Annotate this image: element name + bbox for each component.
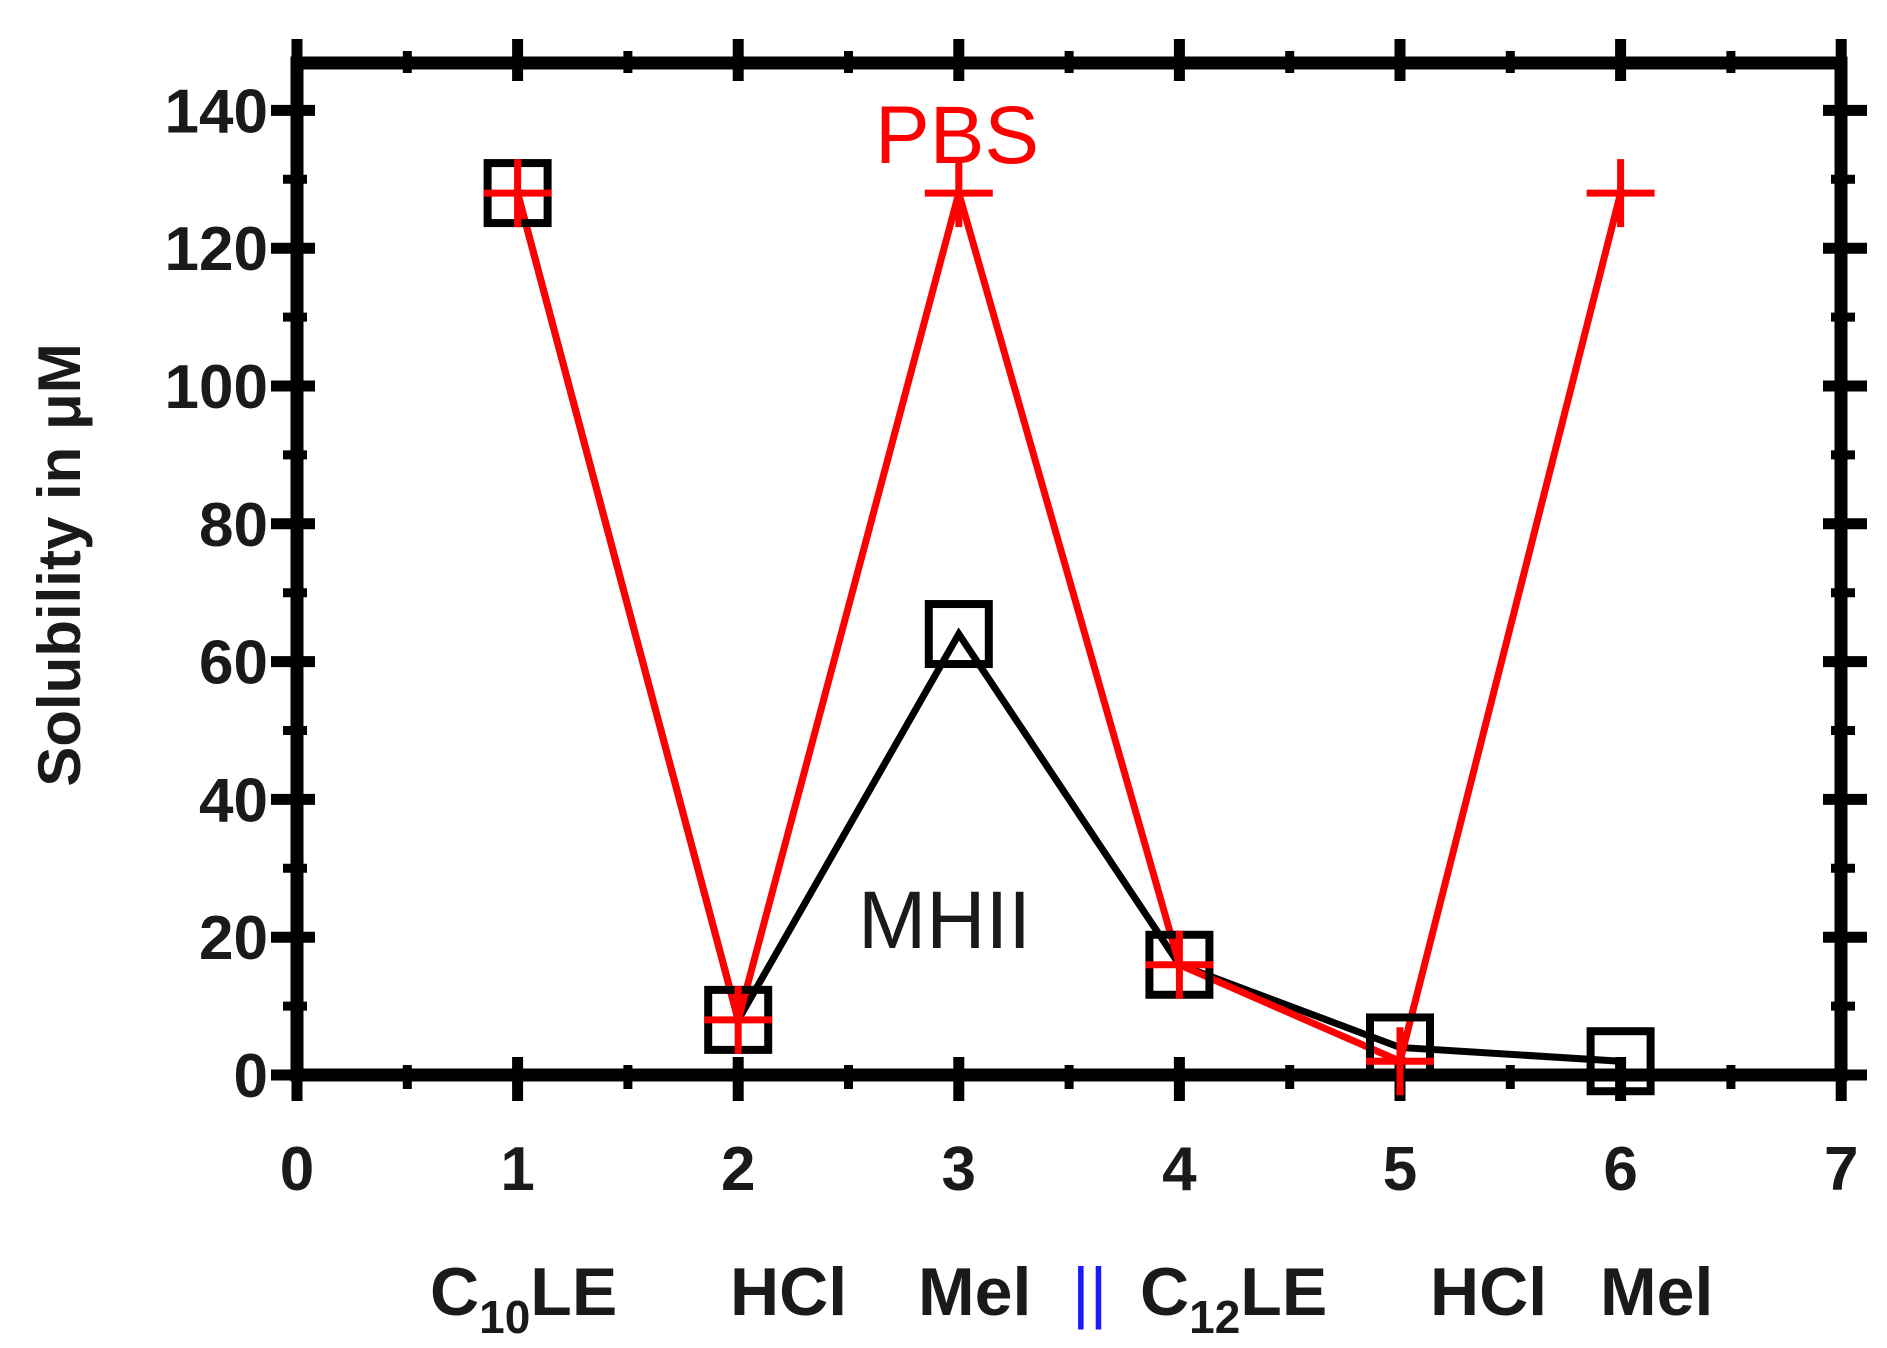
series-label-pbs: PBS [875,90,1039,181]
cat-c10le-main: C [430,1254,479,1330]
y-tick-label: 0 [234,1042,268,1111]
cat-c12le-main: C [1140,1254,1189,1330]
series-line-pbs [514,179,1624,1067]
series-lines [514,179,1624,1067]
series-line-mhii [514,192,1621,1065]
point-mhii [924,600,993,669]
x-tick-label: 2 [721,1135,755,1204]
point-pbs [1145,930,1214,999]
point-pbs [924,159,993,228]
cat-c12le-rest: LE [1240,1254,1327,1330]
y-tick-label: 100 [165,353,268,422]
point-pbs [483,159,552,228]
cat-c12le-sub: 12 [1189,1291,1240,1343]
series-markers [483,159,1655,1096]
cat-c10le-sub: 10 [479,1291,530,1343]
cat-hcl-2: HCl [1430,1254,1547,1330]
y-tick-label: 60 [199,629,268,698]
y-tick-label: 80 [199,491,268,560]
cat-separator: || [1072,1254,1107,1330]
point-mhii [1586,1027,1655,1096]
cat-c10le-rest: LE [530,1254,617,1330]
cat-mel-1: Mel [918,1254,1031,1330]
axis-ticks: 0 1 2 3 4 5 6 7 0 20 40 60 80 100 120 140 [165,39,1867,1204]
series-label-mhii: MHII [858,875,1031,966]
cat-hcl-1: HCl [730,1254,847,1330]
x-tick-label: 7 [1824,1135,1858,1204]
point-pbs [704,985,773,1054]
point-pbs [1586,159,1655,228]
y-axis-title: Solubility in μM [26,343,93,786]
y-tick-label: 20 [199,904,268,973]
x-tick-label: 6 [1603,1135,1637,1204]
x-tick-label: 0 [280,1135,314,1204]
x-tick-label: 1 [500,1135,534,1204]
category-labels: C10LE HCl Mel || C12LE HCl Mel [430,1254,1713,1343]
x-tick-label: 5 [1383,1135,1417,1204]
y-tick-label: 40 [199,766,268,835]
point-pbs [1366,1027,1434,1096]
cat-mel-2: Mel [1600,1254,1713,1330]
x-tick-label: 3 [942,1135,976,1204]
y-tick-label: 120 [165,215,268,284]
x-tick-label: 4 [1162,1135,1197,1204]
y-tick-label: 140 [165,77,268,146]
